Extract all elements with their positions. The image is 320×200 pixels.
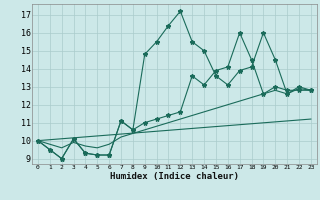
X-axis label: Humidex (Indice chaleur): Humidex (Indice chaleur)	[110, 172, 239, 181]
